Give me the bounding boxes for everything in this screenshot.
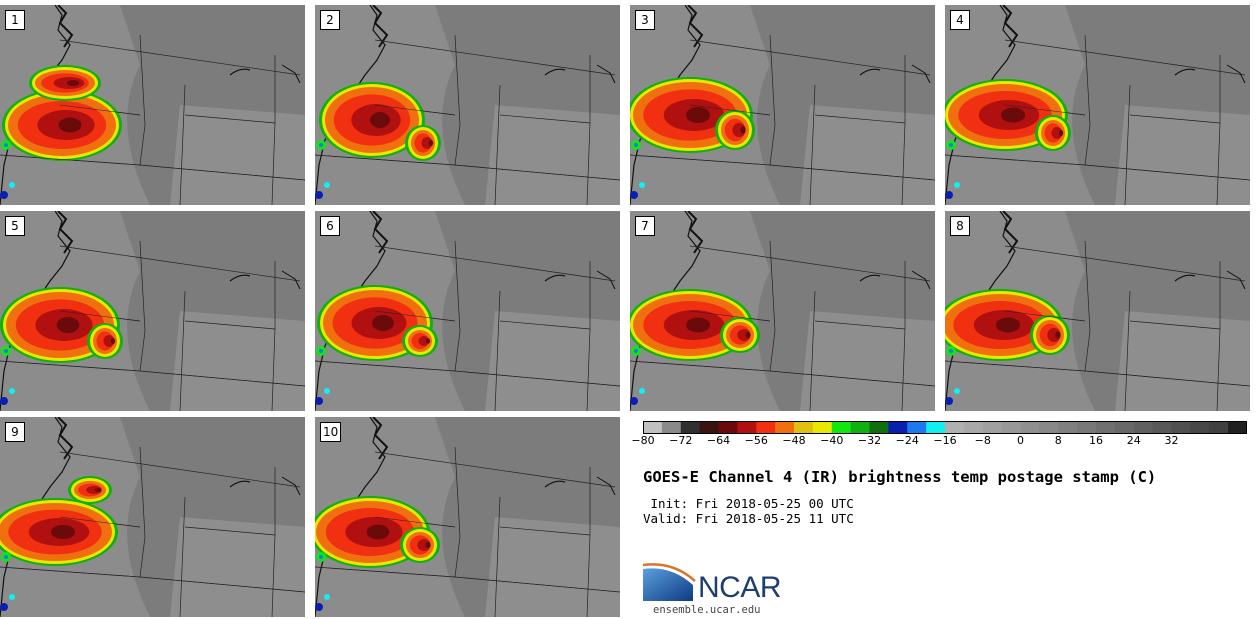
colorbar-segment [1209, 421, 1229, 434]
colorbar-segment [850, 421, 871, 434]
colorbar-tick: −40 [820, 434, 844, 447]
colorbar-segment [1001, 421, 1022, 434]
map-panel-5: 5 [0, 211, 305, 411]
colorbar-segment [1096, 421, 1116, 434]
colorbar-tick: 16 [1089, 434, 1103, 447]
map-panel-1: 1 [0, 5, 305, 205]
colorbar-tick: −64 [706, 434, 731, 447]
colorbar-segment [888, 421, 908, 434]
map-panel-6: 6 [315, 211, 620, 411]
ncar-logo [643, 563, 696, 601]
panel-number-label: 4 [950, 10, 970, 30]
colorbar-segment [945, 421, 965, 434]
colorbar-segment [812, 421, 833, 434]
ir-satellite-map [0, 5, 305, 205]
figure-title: GOES-E Channel 4 (IR) brightness temp po… [643, 468, 1157, 486]
colorbar-tick: 32 [1164, 434, 1179, 447]
ir-satellite-map [630, 211, 935, 411]
colorbar-segment [1020, 421, 1040, 434]
colorbar-segment [661, 421, 682, 434]
colorbar-tick: 8 [1054, 434, 1062, 447]
colorbar-segment [1114, 421, 1135, 434]
colorbar-segment [963, 421, 984, 434]
map-panel-10: 10 [315, 417, 620, 617]
colorbar-segment [831, 421, 852, 434]
colorbar-tick: −56 [744, 434, 768, 447]
panel-number-label: 10 [320, 422, 342, 442]
colorbar-tick-labels: −80 −72 −64 −56 −48 −40 −32 −24 −16 −8 0 8 16 24 32 [631, 434, 1247, 454]
colorbar-segment [718, 421, 738, 434]
ir-satellite-map [945, 211, 1250, 411]
colorbar-segment [1152, 421, 1173, 434]
ir-satellite-map [945, 5, 1250, 205]
colorbar-segment [1077, 421, 1097, 434]
colorbar-segment [1133, 421, 1154, 434]
colorbar-segment [926, 421, 946, 434]
panel-number-label: 5 [5, 216, 25, 236]
colorbar-segment [775, 421, 795, 434]
colorbar-segment [982, 421, 1003, 434]
colorbar-tick: −8 [974, 434, 991, 447]
map-panel-3: 3 [630, 5, 935, 205]
map-panel-8: 8 [945, 211, 1250, 411]
colorbar-segment [794, 421, 814, 434]
site-url: ensemble.ucar.edu [653, 604, 761, 616]
panel-number-label: 2 [320, 10, 340, 30]
panel-number-label: 9 [5, 422, 25, 442]
colorbar-tick: −80 [631, 434, 655, 447]
colorbar-segment [699, 421, 720, 434]
logo-wordmark: NCAR [698, 571, 782, 604]
colorbar-segment [1228, 421, 1247, 434]
colorbar-segment [756, 421, 776, 434]
colorbar-tick: −16 [933, 434, 957, 447]
colorbar-tick: 0 [1017, 434, 1024, 447]
panel-number-label: 6 [320, 216, 340, 236]
colorbar-segment [869, 421, 889, 434]
colorbar-segment [1058, 421, 1078, 434]
colorbar-segment [737, 421, 757, 434]
colorbar-tick: −48 [782, 434, 806, 447]
colorbar [643, 421, 1247, 434]
map-panel-7: 7 [630, 211, 935, 411]
panel-number-label: 3 [635, 10, 655, 30]
colorbar-segment [643, 421, 663, 434]
ir-satellite-map [315, 417, 620, 617]
panel-number-label: 8 [950, 216, 970, 236]
ir-satellite-map [630, 5, 935, 205]
panel-number-label: 7 [635, 216, 655, 236]
colorbar-segment [680, 421, 701, 434]
colorbar-tick: −24 [895, 434, 919, 447]
ir-satellite-map [315, 5, 620, 205]
colorbar-tick: −32 [857, 434, 882, 447]
colorbar-segment [1039, 421, 1059, 434]
init-time: Init: Fri 2018-05-25 00 UTC [643, 496, 854, 511]
map-panel-9: 9 [0, 417, 305, 617]
panel-number-label: 1 [5, 10, 25, 30]
colorbar-segment [907, 421, 927, 434]
colorbar-segment [1190, 421, 1210, 434]
ir-satellite-map [0, 417, 305, 617]
ir-satellite-map [0, 211, 305, 411]
ir-satellite-map [315, 211, 620, 411]
colorbar-tick: 24 [1126, 434, 1141, 447]
map-panel-2: 2 [315, 5, 620, 205]
colorbar-segment [1171, 421, 1191, 434]
colorbar-tick: −72 [669, 434, 693, 447]
valid-time: Valid: Fri 2018-05-25 11 UTC [643, 511, 854, 526]
map-panel-4: 4 [945, 5, 1250, 205]
